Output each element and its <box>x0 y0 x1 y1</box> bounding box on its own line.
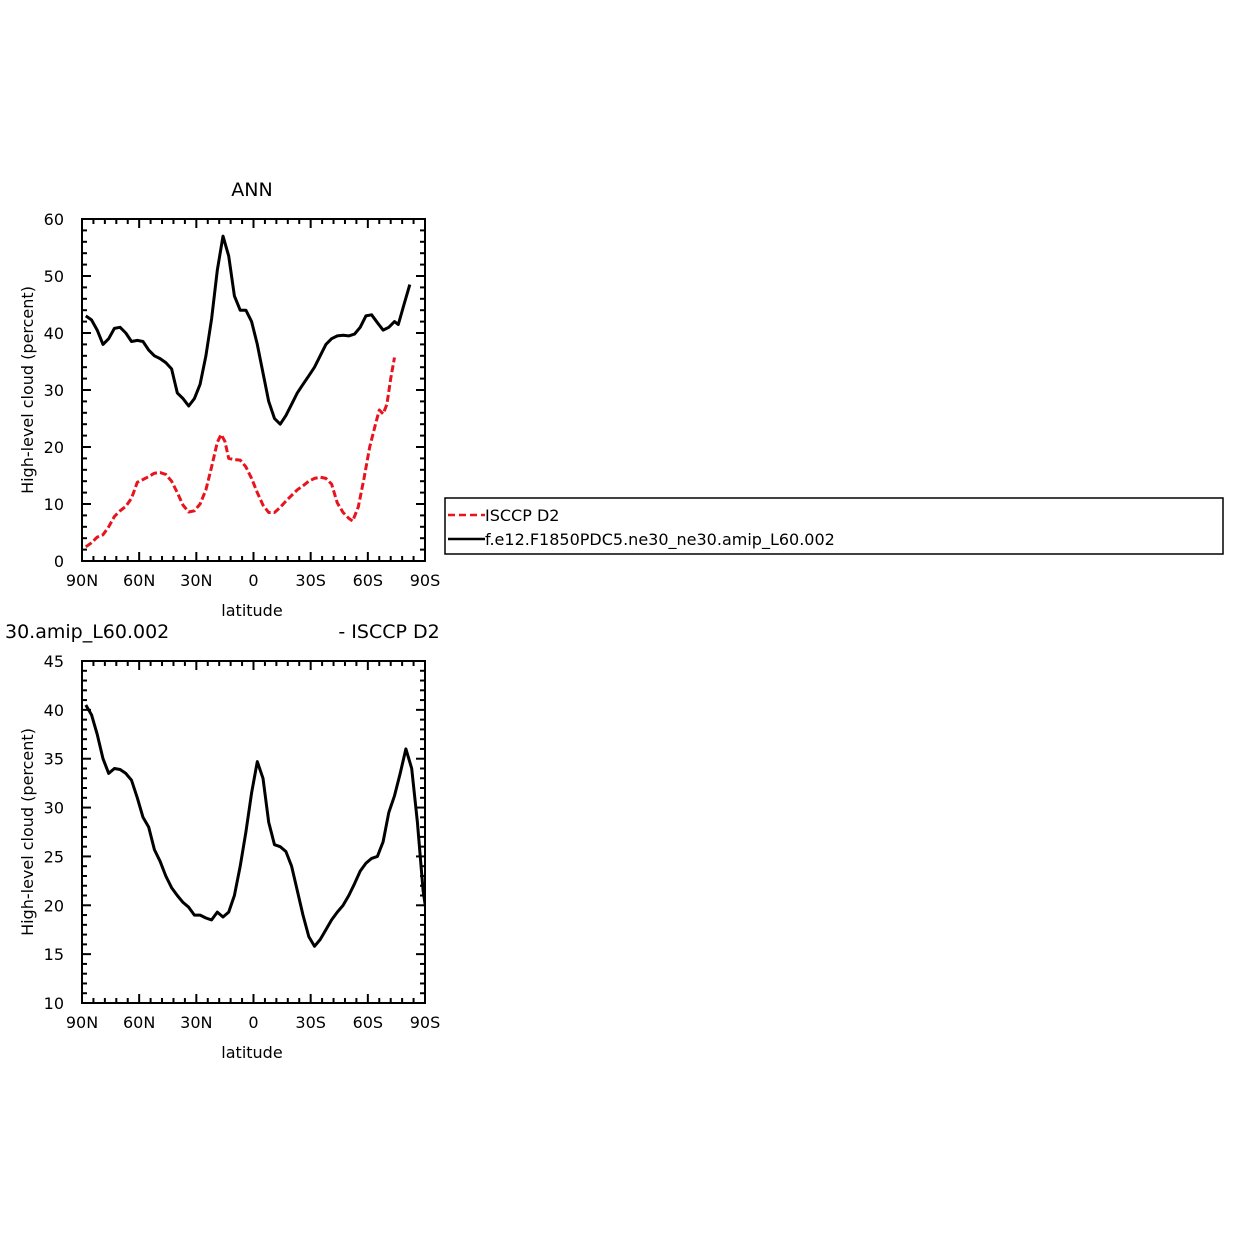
x-tick-label: 90S <box>410 571 441 590</box>
y-tick-label: 20 <box>44 896 64 915</box>
x-tick-label: 90S <box>410 1013 441 1032</box>
top-chart-ylabel: High-level cloud (percent) <box>18 286 37 494</box>
y-tick-label: 45 <box>44 652 64 671</box>
plot-frame <box>81 660 426 1004</box>
series-line-0-0 <box>84 357 396 549</box>
legend-label-model: f.e12.F1850PDC5.ne30_ne30.amip_L60.002 <box>485 530 835 550</box>
y-tick-label: 30 <box>44 381 64 400</box>
y-tick-label: 15 <box>44 945 64 964</box>
bottom-panel: 30.amip_L60.002 - ISCCP D2 90N 60N 30N 0 30S… <box>5 621 441 1062</box>
x-tick-label: 30S <box>295 571 326 590</box>
x-tick-label: 0 <box>248 1013 258 1032</box>
x-tick-label: 30N <box>180 1013 212 1032</box>
y-tick-label: 30 <box>44 799 64 818</box>
legend: ISCCP D2 f.e12.F1850PDC5.ne30_ne30.amip_… <box>444 497 1224 555</box>
y-tick-label: 40 <box>44 701 64 720</box>
y-tick-label: 50 <box>44 267 64 286</box>
x-tick-label: 0 <box>248 571 258 590</box>
y-tick-label: 20 <box>44 438 64 457</box>
top-chart-xlabel: latitude <box>221 601 282 620</box>
y-tick-label: 10 <box>44 994 64 1013</box>
x-tick-label: 60N <box>123 1013 155 1032</box>
series-line-0-1 <box>84 234 412 426</box>
y-tick-label: 35 <box>44 750 64 769</box>
bottom-chart-ylabel: High-level cloud (percent) <box>18 728 37 936</box>
legend-box <box>444 497 1224 555</box>
x-tick-label: 30N <box>180 571 212 590</box>
top-panel: ANN 90N 60N 30N 0 30S 60S 90S 0 10 20 30 40 50 60 lat… <box>18 179 440 620</box>
series-line-1-0 <box>84 704 425 948</box>
x-tick-label: 30S <box>295 1013 326 1032</box>
y-tick-label: 10 <box>44 495 64 514</box>
bottom-chart-xlabel: latitude <box>221 1043 282 1062</box>
y-tick-label: 0 <box>54 552 64 571</box>
x-tick-label: 90N <box>66 571 98 590</box>
top-chart-title: ANN <box>231 179 272 201</box>
legend-label-isccp: ISCCP D2 <box>485 506 559 525</box>
x-tick-label: 60N <box>123 571 155 590</box>
y-tick-label: 40 <box>44 324 64 343</box>
y-tick-label: 25 <box>44 847 64 866</box>
x-tick-label: 60S <box>353 1013 384 1032</box>
x-tick-label: 60S <box>353 571 384 590</box>
plot-frame <box>81 218 426 562</box>
x-tick-label: 90N <box>66 1013 98 1032</box>
bottom-chart-title: 30.amip_L60.002 - ISCCP D2 <box>5 621 440 643</box>
y-tick-label: 60 <box>44 210 64 229</box>
